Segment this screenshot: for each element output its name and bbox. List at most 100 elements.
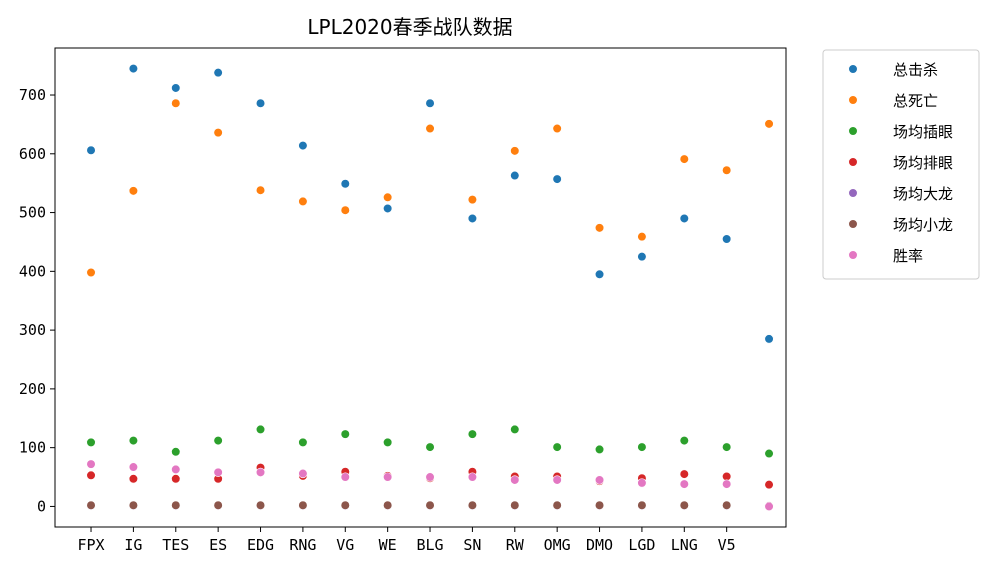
- point-7-12: [552, 475, 562, 485]
- point-6-9: [425, 500, 435, 510]
- point-7-8: [383, 472, 393, 482]
- point-1-15: [679, 213, 689, 224]
- x-tick-label: FPX: [77, 536, 104, 554]
- point-7-2: [128, 462, 138, 472]
- x-tick-label: V5: [718, 536, 736, 554]
- point-2-10: [467, 195, 478, 205]
- x-tick-label: VG: [336, 536, 354, 554]
- point-2-15: [679, 154, 689, 164]
- point-3-14: [637, 442, 647, 452]
- point-4-15: [679, 469, 689, 479]
- point-3-7: [340, 429, 350, 439]
- point-2-17: [764, 119, 774, 129]
- point-2-5: [255, 185, 266, 195]
- point-2-9: [425, 123, 435, 134]
- point-1-2: [128, 63, 138, 74]
- y-tick-label: 700: [19, 86, 46, 104]
- point-4-17: [764, 480, 774, 490]
- point-3-12: [552, 442, 562, 452]
- point-3-4: [213, 436, 223, 446]
- point-7-15: [679, 479, 689, 489]
- x-tick-label: SN: [463, 536, 481, 554]
- point-6-5: [255, 500, 266, 510]
- point-3-16: [722, 442, 732, 452]
- point-6-13: [594, 500, 605, 510]
- x-tick-label: TES: [162, 536, 189, 554]
- point-3-6: [298, 437, 308, 447]
- data-points: [86, 63, 774, 512]
- point-7-3: [171, 464, 181, 475]
- x-tick-label: LNG: [671, 536, 698, 554]
- point-6-8: [383, 500, 393, 510]
- x-tick-label: WE: [379, 536, 397, 554]
- point-7-10: [467, 472, 478, 482]
- legend-label-1: 总击杀: [893, 61, 938, 79]
- legend-box: [822, 49, 980, 280]
- point-6-2: [128, 500, 138, 510]
- legend-marker-1: [848, 64, 858, 74]
- point-1-1: [86, 145, 96, 155]
- point-2-11: [510, 146, 520, 156]
- point-3-17: [764, 448, 774, 459]
- legend-marker-6: [848, 219, 858, 229]
- legend-label-5: 场均大龙: [893, 185, 953, 203]
- y-tick-label: 200: [19, 380, 46, 398]
- point-2-6: [298, 196, 308, 206]
- point-6-6: [298, 500, 308, 510]
- y-tick-label: 400: [19, 262, 46, 280]
- x-tick-label: BLG: [416, 536, 443, 554]
- point-1-5: [255, 98, 266, 108]
- point-3-9: [425, 442, 435, 452]
- x-tick-label: LGD: [628, 536, 655, 554]
- point-7-4: [213, 467, 223, 477]
- point-6-15: [679, 500, 689, 510]
- legend-label-6: 场均小龙: [893, 216, 953, 234]
- y-tick-label: 300: [19, 321, 46, 339]
- x-tick-label: RNG: [289, 536, 316, 554]
- point-6-11: [510, 500, 520, 510]
- x-tick-label: ES: [209, 536, 227, 554]
- point-1-4: [213, 68, 223, 78]
- point-4-3: [171, 474, 181, 484]
- point-2-13: [594, 223, 605, 233]
- point-1-14: [637, 252, 647, 262]
- point-4-2: [128, 474, 138, 484]
- x-tick-label: RW: [506, 536, 525, 554]
- point-2-2: [128, 186, 138, 196]
- legend-marker-3: [848, 126, 858, 136]
- point-1-9: [425, 98, 435, 108]
- point-1-12: [552, 174, 562, 184]
- point-2-3: [171, 98, 181, 108]
- x-tick-label: OMG: [544, 536, 571, 554]
- point-1-17: [764, 334, 774, 344]
- point-7-14: [637, 478, 647, 488]
- point-3-11: [510, 424, 520, 435]
- point-7-9: [425, 472, 435, 482]
- point-2-16: [722, 165, 732, 175]
- legend-label-4: 场均排眼: [893, 154, 953, 172]
- y-tick-label: 0: [37, 497, 46, 515]
- point-2-12: [552, 123, 562, 134]
- legend-label-2: 总死亡: [893, 92, 938, 110]
- point-2-8: [383, 192, 393, 202]
- point-7-5: [255, 467, 266, 477]
- point-7-13: [594, 475, 605, 485]
- point-6-12: [552, 500, 562, 510]
- point-1-6: [298, 140, 308, 151]
- point-6-16: [722, 500, 732, 510]
- point-1-16: [722, 234, 732, 244]
- y-tick-label: 500: [19, 204, 46, 222]
- point-2-1: [86, 267, 96, 278]
- point-7-11: [510, 475, 520, 485]
- point-2-4: [213, 128, 223, 138]
- point-4-16: [722, 471, 732, 482]
- point-3-15: [679, 436, 689, 446]
- point-1-11: [510, 170, 520, 181]
- point-3-2: [128, 436, 138, 446]
- chart-title: LPL2020春季战队数据: [307, 15, 512, 39]
- legend-marker-2: [848, 95, 858, 105]
- plot-area: 0 100 200 300 400 500 600 700 FPX IG TES ES EDG RNG VG…: [19, 47, 787, 554]
- point-1-8: [383, 203, 393, 214]
